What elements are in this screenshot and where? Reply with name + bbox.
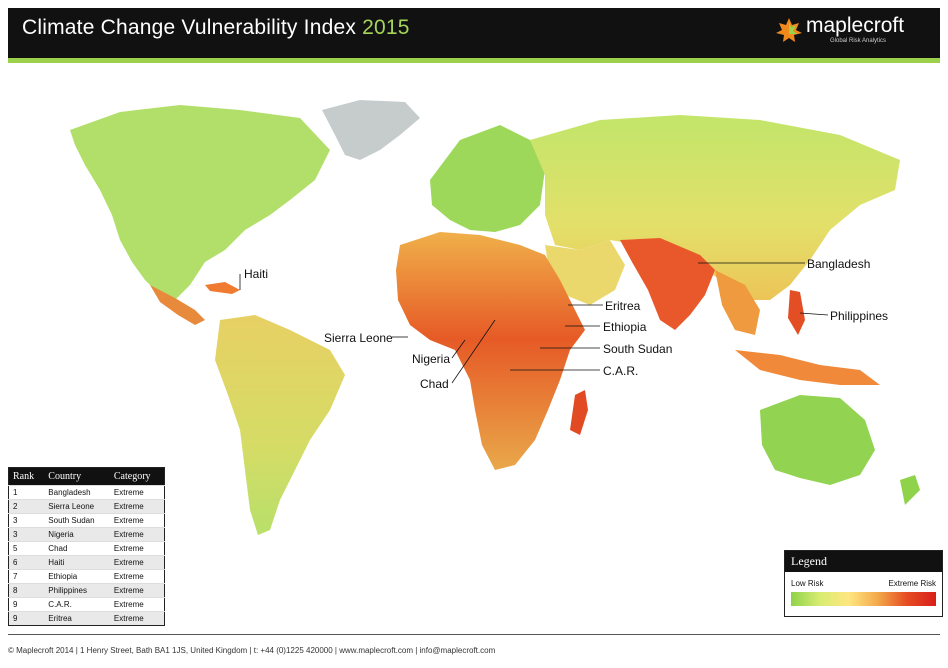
- brand-name: maplecroft: [806, 14, 905, 37]
- south-america-landmass: [215, 315, 345, 535]
- category-cell: Extreme: [109, 541, 165, 556]
- table-row: 3 Nigeria Extreme: [8, 527, 165, 542]
- category-cell: Extreme: [109, 611, 165, 626]
- page-title: Climate Change Vulnerability Index 2015: [22, 16, 410, 40]
- rank-cell: 8: [8, 583, 45, 598]
- header-country: Country: [44, 467, 110, 486]
- asia-landmass: [530, 115, 900, 300]
- footer-divider: [8, 634, 940, 635]
- south-asia-landmass: [620, 238, 715, 330]
- table-row: 6 Haiti Extreme: [8, 555, 165, 570]
- category-cell: Extreme: [109, 555, 165, 570]
- country-cell: Ethiopia: [44, 569, 110, 584]
- header-category: Category: [109, 467, 165, 486]
- table-row: 7 Ethiopia Extreme: [8, 569, 165, 584]
- north-america-landmass: [70, 105, 330, 300]
- central-america-landmass: [150, 285, 205, 325]
- philippines-islands: [788, 290, 805, 335]
- ranking-table: Rank Country Category 1 Bangladesh Extreme…: [8, 467, 165, 626]
- country-cell: Philippines: [44, 583, 110, 598]
- label-ethiopia: Ethiopia: [603, 320, 647, 334]
- label-sierra-leone: Sierra Leone: [324, 331, 393, 345]
- rank-cell: 9: [8, 597, 45, 612]
- label-philippines: Philippines: [830, 309, 889, 323]
- legend-low-label: Low Risk: [791, 579, 824, 588]
- rank-cell: 2: [8, 499, 45, 514]
- table-row: 8 Philippines Extreme: [8, 583, 165, 598]
- label-haiti: Haiti: [244, 267, 269, 281]
- country-cell: Sierra Leone: [44, 499, 110, 514]
- legend-title: Legend: [785, 551, 942, 572]
- rank-cell: 6: [8, 555, 45, 570]
- category-cell: Extreme: [109, 527, 165, 542]
- country-cell: Chad: [44, 541, 110, 556]
- label-south-sudan: South Sudan: [603, 342, 673, 356]
- country-cell: Haiti: [44, 555, 110, 570]
- header-rank: Rank: [8, 467, 45, 486]
- madagascar-landmass: [570, 390, 588, 435]
- category-cell: Extreme: [109, 513, 165, 528]
- ranking-header-row: Rank Country Category: [8, 467, 165, 486]
- caribbean-islands: [205, 282, 240, 294]
- label-nigeria: Nigeria: [412, 352, 451, 366]
- table-row: 9 C.A.R. Extreme: [8, 597, 165, 612]
- country-cell: C.A.R.: [44, 597, 110, 612]
- new-zealand-landmass: [900, 475, 920, 505]
- rank-cell: 3: [8, 513, 45, 528]
- country-cell: Eritrea: [44, 611, 110, 626]
- legend-color-scale: [791, 592, 936, 606]
- label-chad: Chad: [420, 377, 449, 391]
- southeast-asia-landmass: [715, 270, 760, 335]
- brand-logo: maplecroft Global Risk Analytics: [774, 14, 924, 50]
- country-cell: South Sudan: [44, 513, 110, 528]
- rank-cell: 7: [8, 569, 45, 584]
- brand-tagline: Global Risk Analytics: [830, 38, 887, 44]
- middle-east-landmass: [545, 240, 625, 305]
- table-row: 3 South Sudan Extreme: [8, 513, 165, 528]
- world-map: [70, 100, 920, 535]
- country-cell: Nigeria: [44, 527, 110, 542]
- category-cell: Extreme: [109, 485, 165, 500]
- label-car: C.A.R.: [603, 364, 639, 378]
- footer-text: © Maplecroft 2014 | 1 Henry Street, Bath…: [8, 646, 496, 655]
- label-eritrea: Eritrea: [605, 299, 641, 313]
- australia-landmass: [760, 395, 875, 485]
- table-row: 5 Chad Extreme: [8, 541, 165, 556]
- legend-high-label: Extreme Risk: [888, 579, 936, 588]
- table-row: 9 Eritrea Extreme: [8, 611, 165, 626]
- europe-landmass: [430, 125, 545, 232]
- title-year: 2015: [362, 16, 410, 39]
- category-cell: Extreme: [109, 569, 165, 584]
- category-cell: Extreme: [109, 499, 165, 514]
- category-cell: Extreme: [109, 597, 165, 612]
- header-accent-line: [8, 58, 940, 63]
- rank-cell: 9: [8, 611, 45, 626]
- table-row: 1 Bangladesh Extreme: [8, 485, 165, 500]
- rank-cell: 5: [8, 541, 45, 556]
- table-row: 2 Sierra Leone Extreme: [8, 499, 165, 514]
- category-cell: Extreme: [109, 583, 165, 598]
- rank-cell: 3: [8, 527, 45, 542]
- greenland-landmass: [322, 100, 420, 160]
- rank-cell: 1: [8, 485, 45, 500]
- label-bangladesh: Bangladesh: [807, 257, 871, 271]
- indonesia-islands: [735, 350, 880, 385]
- maple-leaf-icon: [776, 18, 802, 42]
- country-cell: Bangladesh: [44, 485, 110, 500]
- map-legend: Legend Low Risk Extreme Risk: [784, 550, 943, 617]
- title-text: Climate Change Vulnerability Index: [22, 16, 357, 39]
